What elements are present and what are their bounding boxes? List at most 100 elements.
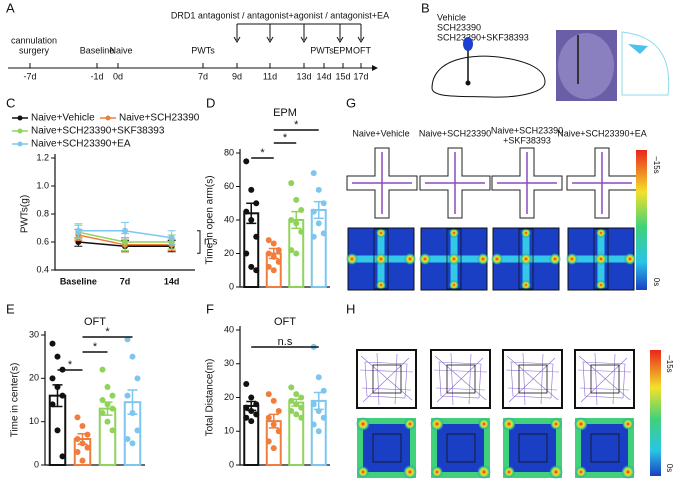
data-point [310, 208, 317, 215]
panel-label: H [346, 301, 355, 316]
y-tick-label: 40 [224, 324, 234, 334]
colorbar [636, 150, 647, 290]
data-point [253, 267, 260, 274]
panel-label: C [6, 95, 15, 110]
day-label: 0d [113, 71, 123, 81]
epm-heatmap [419, 228, 489, 290]
data-point [293, 411, 300, 418]
panel-label: E [6, 301, 15, 316]
axis [54, 154, 195, 271]
annotation: * [283, 132, 288, 144]
group-label: Naive+SCH23390+EA [557, 128, 647, 138]
y-tick-label: 0 [34, 459, 39, 469]
error-bar [291, 398, 302, 407]
event-label: EPM [333, 45, 353, 55]
ns-bracket [197, 230, 201, 254]
oft-track [574, 349, 635, 409]
data-point [293, 391, 300, 398]
data-point [248, 186, 255, 193]
bar [98, 407, 117, 466]
epm-heatmap [491, 228, 561, 290]
y-tick-label: 1.2 [36, 152, 49, 162]
y-tick-label: 1.0 [36, 180, 49, 190]
y-tick-label: 0.4 [36, 264, 49, 274]
timeline: -7d -1d 0d 7d 9d 11d 13d 14d 15d 17d can… [8, 10, 389, 81]
epm-track [419, 147, 491, 219]
annotation: n.s [204, 237, 217, 248]
y-tick-label: 10 [224, 426, 234, 436]
data-point [315, 220, 322, 227]
day-label: 14d [316, 71, 331, 81]
data-point [253, 233, 260, 240]
data-point [122, 239, 128, 245]
data-point [74, 449, 81, 455]
panel-label: B [421, 0, 430, 15]
data-point [270, 240, 277, 247]
event-label: PWTs [191, 45, 215, 55]
data-point [310, 233, 317, 240]
error-bar [102, 401, 113, 416]
day-ticks [29, 63, 362, 68]
oft-heatmap [574, 417, 635, 479]
y-tick-label: 0 [229, 459, 234, 469]
annotation: * [294, 119, 299, 131]
legend-label: Naive+SCH23390+EA [31, 139, 131, 150]
treatment-label: DRD1 antagonist / antagonist+agonist / a… [171, 10, 389, 20]
data-point [243, 404, 250, 411]
oft-heatmap [502, 417, 563, 479]
data-point [124, 336, 131, 343]
drug-label: Vehicle [437, 12, 466, 22]
rat-brain-schematic [431, 37, 546, 98]
y-tick-label: 60 [224, 181, 234, 191]
day-label: -1d [90, 71, 103, 81]
data-point [129, 353, 136, 360]
y-axis-label: Time in center(s) [10, 363, 21, 438]
atlas-region [628, 44, 648, 54]
drug-label: SCH23390+SKF38393 [437, 32, 529, 42]
y-tick-label: 30 [224, 358, 234, 368]
data-point [315, 186, 322, 193]
y-tick-label: 20 [224, 248, 234, 258]
data-point [134, 427, 141, 434]
data-point [59, 392, 66, 399]
y-axis-label: PWTs(g) [20, 195, 31, 233]
legend-marker [17, 141, 23, 147]
data-point [298, 414, 305, 421]
data-point [243, 414, 250, 421]
error-bar [127, 389, 138, 416]
annotation: * [68, 359, 73, 371]
event-label: PWTs [310, 45, 334, 55]
data-point [84, 444, 91, 451]
data-point [79, 423, 86, 429]
legend-marker [17, 128, 23, 134]
drug-label: SCH23390 [437, 22, 481, 32]
error-bar [268, 247, 279, 260]
data-point [298, 228, 305, 235]
data-point [275, 408, 282, 414]
oft-track [430, 349, 491, 409]
data-point [265, 250, 272, 257]
legend-marker [105, 115, 111, 121]
data-point [243, 158, 250, 165]
chart-title: OFT [84, 316, 106, 328]
data-point [243, 381, 250, 387]
epm-heatmap [346, 228, 416, 290]
y-tick-label: 80 [224, 147, 234, 157]
data-point [109, 405, 116, 412]
data-point [129, 440, 136, 447]
error-bar [268, 413, 279, 429]
data-point [270, 397, 277, 404]
data-point [270, 267, 277, 274]
data-point [49, 340, 56, 347]
data-point [253, 411, 260, 418]
day-label: 7d [198, 71, 208, 81]
atlas-outline [621, 31, 670, 96]
legend-label: Naive+Vehicle [31, 113, 95, 124]
day-label: 11d [263, 71, 277, 81]
error-bar [313, 200, 324, 220]
data-point [122, 227, 128, 234]
event-label: OFT [353, 45, 371, 55]
epm-track [566, 147, 638, 219]
data-point [288, 247, 295, 254]
